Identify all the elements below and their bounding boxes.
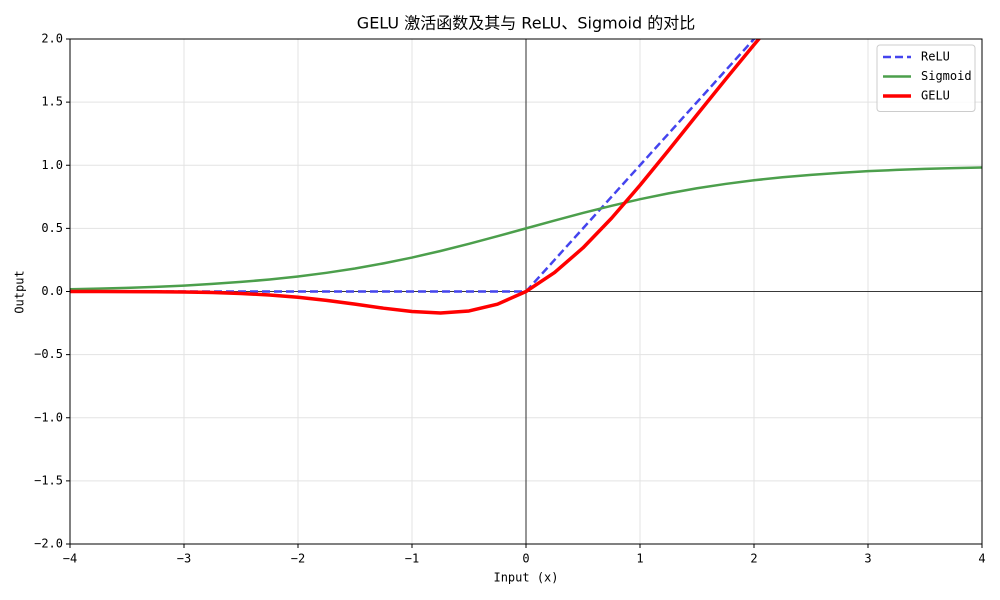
x-tick-label: 0 bbox=[522, 552, 529, 566]
x-tick-label: −2 bbox=[291, 552, 305, 566]
chart-title: GELU 激活函数及其与 ReLU、Sigmoid 的对比 bbox=[357, 14, 695, 33]
series-line bbox=[70, 39, 762, 315]
legend-label: GELU bbox=[921, 89, 950, 103]
x-tick-label: 3 bbox=[864, 552, 871, 566]
legend-label: ReLU bbox=[921, 50, 950, 64]
x-axis-label: Input (x) bbox=[493, 571, 558, 585]
y-tick-label: −2.0 bbox=[34, 537, 63, 551]
y-tick-label: 1.5 bbox=[41, 95, 63, 109]
y-tick-label: 0.0 bbox=[41, 284, 63, 298]
y-tick-label: 2.0 bbox=[41, 32, 63, 46]
x-tick-label: 1 bbox=[636, 552, 643, 566]
y-tick-label: −1.5 bbox=[34, 473, 63, 487]
y-tick-label: −0.5 bbox=[34, 347, 63, 361]
y-tick-label: −1.0 bbox=[34, 410, 63, 424]
x-tick-label: −3 bbox=[177, 552, 191, 566]
x-tick-label: 2 bbox=[750, 552, 757, 566]
x-tick-label: 4 bbox=[978, 552, 985, 566]
x-tick-label: −1 bbox=[405, 552, 419, 566]
legend: ReLU Sigmoid GELU bbox=[876, 44, 976, 112]
legend-label: Sigmoid bbox=[921, 69, 972, 83]
series-line bbox=[70, 166, 982, 291]
y-tick-label: 0.5 bbox=[41, 221, 63, 235]
ticks: −4 −3 −2 −1 0 1 2 3 4 −2.0 −1.5 −1.0 −0.5 0.0 0.5 1.0 1.… bbox=[34, 32, 986, 566]
plot-area bbox=[70, 39, 982, 315]
y-axis-label: Output bbox=[13, 270, 27, 313]
x-tick-label: −4 bbox=[63, 552, 77, 566]
y-tick-label: 1.0 bbox=[41, 158, 63, 172]
